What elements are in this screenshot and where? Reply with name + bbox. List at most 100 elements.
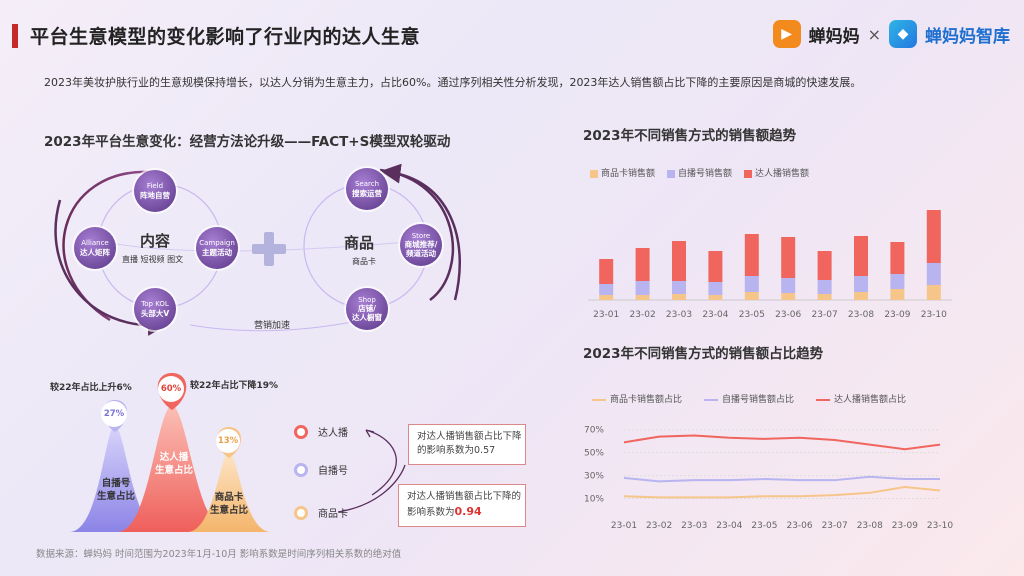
node-campaign: Campaign 主题活动	[196, 227, 238, 269]
node-store: Store 商城推荐/ 频道活动	[400, 224, 442, 266]
bar-23-07-达人播销售额	[817, 251, 832, 280]
line-series-商品卡销售额占比	[623, 486, 941, 499]
bar-23-09-达人播销售额	[890, 242, 905, 274]
bar-23-04-自播号销售额	[708, 282, 723, 295]
pin-kol: 60%	[158, 376, 184, 402]
line-legend-kol: 达人播销售额占比	[816, 392, 906, 405]
marketing-label: 营销加速	[254, 321, 291, 331]
bar-23-02-商品卡销售额	[635, 295, 650, 300]
chanmama-logo-icon: ▶	[772, 20, 801, 48]
goods-label: 商品	[344, 234, 375, 252]
line-chart: 70% 50% 30% 10% 23-01 23-02 23-03 23-04 23-05 23-…	[584, 426, 953, 531]
plus-icon	[252, 232, 286, 266]
line-x-tick: 23-04	[716, 521, 742, 531]
bar-tick-label: 23-01	[593, 310, 619, 320]
content-label: 内容	[140, 232, 171, 250]
bar-tick-label: 23-03	[666, 310, 692, 320]
line-chart-title: 2023年不同销售方式的销售额占比趋势	[583, 346, 824, 362]
bar-23-06-商品卡销售额	[781, 293, 796, 300]
bar-23-09-自播号销售额	[890, 274, 905, 289]
note-down: 较22年占比下降19%	[190, 381, 279, 391]
bar-23-05-自播号销售额	[744, 276, 759, 292]
bar-23-02-自播号销售额	[635, 281, 650, 295]
line-y-tick: 70%	[584, 426, 604, 436]
node-search: Search 搜索运营	[346, 168, 388, 210]
ring-kol-icon	[294, 424, 308, 439]
node-shop: Shop 店铺/ 达人橱窗	[346, 288, 388, 330]
bar-tick-label: 23-02	[630, 310, 656, 320]
content-sublabel: 直播 短视频 图文	[122, 255, 184, 264]
bar-23-07-商品卡销售额	[817, 294, 832, 300]
coef-box-2: 对达人播销售额占比下降的 影响系数为0.94	[398, 484, 526, 527]
pin-self: 27%	[101, 401, 127, 427]
line-y-tick: 50%	[584, 449, 604, 459]
brand-logos: ▶ 蝉妈妈 × ◆ 蝉妈妈智库	[772, 20, 1010, 48]
title-accent-bar	[12, 24, 18, 48]
data-source-footer: 数据来源：蝉妈妈 时间范围为2023年1月-10月 影响系数是时间序列相关系数的…	[36, 549, 402, 560]
line-x-tick: 23-02	[646, 521, 672, 531]
bar-23-08-达人播销售额	[854, 236, 868, 276]
bar-23-05-达人播销售额	[744, 234, 759, 276]
coef-box-1: 对达人播销售额占比下降 的影响系数为0.57	[408, 424, 526, 465]
line-legend: 商品卡销售额占比 自播号销售额占比 达人播销售额占比	[592, 392, 906, 405]
bar-legend-self: 自播号销售额	[667, 166, 732, 179]
legend-self: 自播号	[294, 462, 348, 477]
page-title: 平台生意模型的变化影响了行业内的达人生意	[30, 26, 421, 48]
bar-23-06-达人播销售额	[781, 237, 796, 278]
note-up: 较22年占比上升6%	[50, 383, 132, 393]
bar-23-07-自播号销售额	[817, 280, 832, 294]
bar-23-01-商品卡销售额	[599, 295, 614, 300]
bar-chart-title: 2023年不同销售方式的销售额趋势	[583, 128, 797, 144]
arrow-from-card	[337, 464, 406, 513]
bar-tick-label: 23-06	[775, 310, 801, 320]
bell-card	[188, 450, 270, 532]
bell-kol-label: 达人播 生意占比	[154, 452, 193, 476]
bar-legend-card: 商品卡销售额	[590, 166, 655, 179]
bar-23-10-商品卡销售额	[926, 285, 941, 300]
legend-card: 商品卡	[294, 505, 348, 520]
goods-sublabel: 商品卡	[352, 257, 376, 266]
pin-card: 13%	[216, 429, 240, 453]
line-x-tick: 23-03	[681, 521, 707, 531]
line-y-tick: 30%	[584, 472, 604, 482]
brand-times: ×	[867, 24, 881, 44]
node-top-kol: Top KOL 头部大V	[134, 288, 176, 330]
bar-chart: 23-01 23-02 23-03 23-04 23-05 23-06 23-07 23-08…	[588, 210, 952, 320]
bar-23-01-自播号销售额	[599, 284, 614, 295]
bar-tick-label: 23-08	[848, 310, 874, 320]
bar-tick-label: 23-04	[702, 310, 728, 320]
bell-card-label: 商品卡 生意占比	[209, 492, 248, 516]
node-field: Field 阵地自营	[134, 170, 176, 212]
bar-23-09-商品卡销售额	[890, 289, 905, 300]
bar-tick-label: 23-05	[739, 310, 765, 320]
line-x-tick: 23-05	[751, 521, 777, 531]
bar-23-10-达人播销售额	[926, 210, 941, 263]
ring-card-icon	[294, 505, 308, 520]
left-section-title: 2023年平台生意变化：经营方法论升级——FACT+S模型双轮驱动	[44, 134, 451, 150]
line-y-tick: 10%	[584, 495, 604, 505]
line-legend-self: 自播号销售额占比	[704, 392, 794, 405]
line-x-tick: 23-09	[892, 521, 918, 531]
bar-23-04-达人播销售额	[708, 251, 723, 282]
line-x-tick: 23-10	[927, 521, 953, 531]
bar-legend: 商品卡销售额 自播号销售额 达人播销售额	[590, 166, 809, 179]
bar-23-05-商品卡销售额	[744, 292, 759, 300]
line-x-tick: 23-08	[857, 521, 883, 531]
line-x-tick: 23-07	[822, 521, 848, 531]
line-series-达人播销售额占比	[623, 434, 941, 451]
bar-23-03-商品卡销售额	[672, 294, 686, 300]
line-series-自播号销售额占比	[623, 475, 940, 483]
bar-23-08-商品卡销售额	[854, 292, 868, 300]
ring-self-icon	[294, 462, 308, 477]
intro-text: 2023年美妆护肤行业的生意规模保持增长，以达人分销为生意主力，占比60%。通过…	[44, 76, 862, 89]
bar-23-06-自播号销售额	[781, 278, 796, 293]
bell-self-label: 自播号 生意占比	[96, 478, 135, 502]
bar-legend-kol: 达人播销售额	[744, 166, 809, 179]
line-x-tick: 23-01	[611, 521, 637, 531]
legend-kol: 达人播	[294, 424, 348, 439]
line-legend-card: 商品卡销售额占比	[592, 392, 682, 405]
bar-23-08-自播号销售额	[854, 276, 868, 292]
line-x-tick: 23-06	[786, 521, 812, 531]
bar-23-04-商品卡销售额	[708, 295, 723, 300]
bar-tick-label: 23-07	[812, 310, 838, 320]
